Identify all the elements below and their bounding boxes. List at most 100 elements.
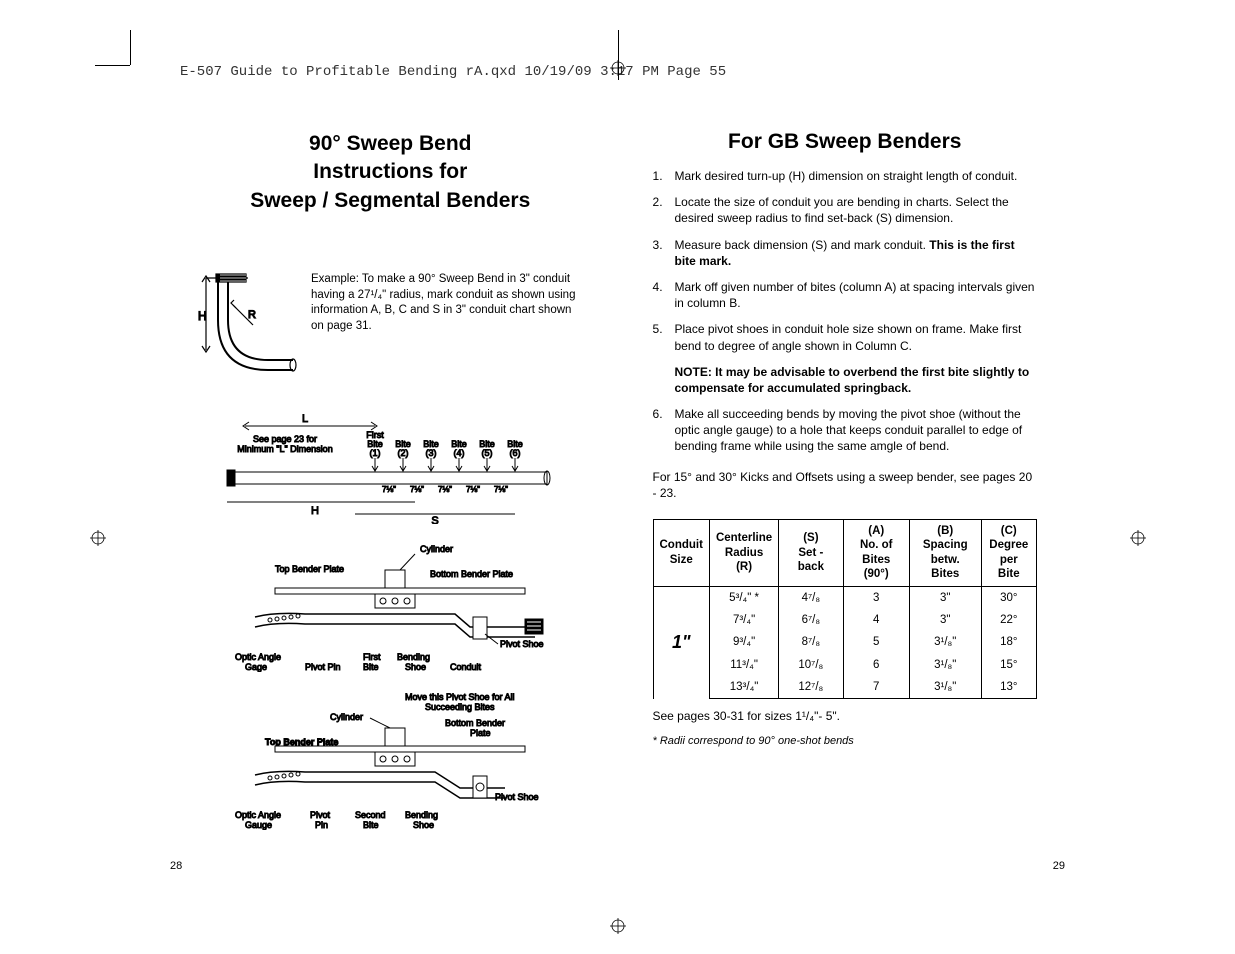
table-cell: 5³/₄" * — [709, 586, 778, 609]
page-number-right: 29 — [1053, 860, 1065, 872]
table-cell: 13° — [981, 676, 1036, 699]
svg-text:H: H — [198, 309, 207, 323]
page-right: For GB Sweep Benders Mark desired turn-u… — [618, 110, 1066, 880]
svg-text:See page 23 for: See page 23 for — [253, 434, 317, 444]
table-cell: 3" — [909, 609, 981, 631]
table-cell: 7 — [843, 676, 909, 699]
svg-text:7⅛": 7⅛" — [466, 485, 480, 494]
svg-text:First: First — [363, 652, 381, 662]
instruction-step: Make all succeeding bends by moving the … — [653, 406, 1038, 455]
table-cell: 3 — [843, 586, 909, 609]
svg-text:Succeeding Bites: Succeeding Bites — [425, 702, 495, 712]
sweep-bend-icon: H R — [198, 270, 303, 396]
table-cell: 3¹/₈" — [909, 676, 981, 699]
svg-text:(2): (2) — [398, 448, 409, 458]
svg-text:Pin: Pin — [315, 820, 328, 830]
registration-mark-icon — [610, 60, 626, 76]
svg-text:7⅛": 7⅛" — [494, 485, 508, 494]
svg-text:Gauge: Gauge — [245, 820, 272, 830]
svg-text:Gage: Gage — [245, 662, 267, 672]
table-cell: 18° — [981, 631, 1036, 653]
svg-text:Pivot: Pivot — [310, 810, 331, 820]
svg-text:Pivot Pin: Pivot Pin — [305, 662, 341, 672]
instruction-step: Mark desired turn-up (H) dimension on st… — [653, 168, 1038, 184]
svg-text:Bending: Bending — [405, 810, 438, 820]
svg-text:Cylinder: Cylinder — [420, 544, 453, 554]
table-cell: 10⁷/₈ — [779, 654, 843, 676]
registration-mark-icon — [610, 918, 626, 934]
svg-text:L: L — [302, 414, 308, 425]
bend-data-table: ConduitSize CenterlineRadius(R) (S)Set -… — [653, 519, 1038, 699]
instruction-step: Measure back dimension (S) and mark cond… — [653, 237, 1038, 269]
svg-text:Move this Pivot Shoe for All: Move this Pivot Shoe for All — [405, 692, 515, 702]
svg-text:Pivot Shoe: Pivot Shoe — [495, 792, 539, 802]
table-cell: 22° — [981, 609, 1036, 631]
table-cell: 11³/₄" — [709, 654, 778, 676]
svg-text:Second: Second — [355, 810, 386, 820]
svg-text:Cylinder: Cylinder — [330, 712, 363, 722]
svg-text:Optic Angle: Optic Angle — [235, 810, 281, 820]
page-spread: 90° Sweep Bend Instructions for Sweep / … — [170, 110, 1065, 880]
instruction-step: Place pivot shoes in conduit hole size s… — [653, 321, 1038, 353]
post-note: For 15° and 30° Kicks and Offsets using … — [653, 469, 1038, 501]
registration-mark-icon — [1130, 530, 1146, 546]
svg-text:Top Bender Plate: Top Bender Plate — [275, 564, 344, 574]
svg-text:R: R — [248, 309, 256, 321]
step-text: Measure back dimension (S) and mark cond… — [675, 238, 930, 252]
page-number-left: 28 — [170, 860, 182, 872]
svg-text:(6): (6) — [510, 448, 521, 458]
left-title: 90° Sweep Bend Instructions for Sweep / … — [198, 130, 583, 215]
table-cell: 5 — [843, 631, 909, 653]
table-cell: 30° — [981, 586, 1036, 609]
svg-text:(5): (5) — [482, 448, 493, 458]
svg-text:(3): (3) — [426, 448, 437, 458]
table-cell: 4 — [843, 609, 909, 631]
svg-text:Shoe: Shoe — [405, 662, 426, 672]
svg-text:Pivot Shoe: Pivot Shoe — [500, 639, 544, 649]
svg-text:Plate: Plate — [470, 728, 491, 738]
page-left: 90° Sweep Bend Instructions for Sweep / … — [170, 110, 618, 880]
svg-text:(4): (4) — [454, 448, 465, 458]
table-cell: 12⁷/₈ — [779, 676, 843, 699]
title-line: Instructions for — [313, 160, 467, 183]
table-cell: 7³/₄" — [709, 609, 778, 631]
table-row: 13³/₄"12⁷/₈73¹/₈"13° — [653, 676, 1037, 699]
conduit-size-cell: 1" — [653, 586, 709, 699]
table-header-row: ConduitSize CenterlineRadius(R) (S)Set -… — [653, 520, 1037, 587]
table-cell: 9³/₄" — [709, 631, 778, 653]
svg-text:S: S — [432, 515, 439, 524]
svg-text:7⅛": 7⅛" — [410, 485, 424, 494]
svg-text:Bite: Bite — [363, 820, 379, 830]
crop-mark — [95, 65, 130, 66]
table-cell: 3¹/₈" — [909, 654, 981, 676]
table-cell: 13³/₄" — [709, 676, 778, 699]
svg-text:H: H — [311, 505, 319, 517]
table-cell: 3" — [909, 586, 981, 609]
table-cell: 4⁷/₈ — [779, 586, 843, 609]
right-title: For GB Sweep Benders — [653, 130, 1038, 154]
col-radius: CenterlineRadius(R) — [709, 520, 778, 587]
note-text: NOTE: It may be advisable to overbend th… — [675, 364, 1038, 396]
svg-text:(1): (1) — [370, 448, 381, 458]
svg-text:Bottom Bender Plate: Bottom Bender Plate — [430, 569, 513, 579]
col-spacing: (B)Spacingbetw. Bites — [909, 520, 981, 587]
col-bites: (A)No. ofBites (90°) — [843, 520, 909, 587]
table-cell: 6 — [843, 654, 909, 676]
svg-text:Conduit: Conduit — [450, 662, 482, 672]
svg-text:Minimum "L" Dimension: Minimum "L" Dimension — [238, 444, 333, 454]
example-text: Example: To make a 90° Sweep Bend in 3" … — [311, 270, 583, 396]
bender-diagram-2: Move this Pivot Shoe for All Succeeding … — [198, 690, 583, 830]
footnote: * Radii correspond to 90° one-shot bends — [653, 735, 1038, 747]
title-line: Sweep / Segmental Benders — [250, 189, 530, 212]
registration-mark-icon — [90, 530, 106, 546]
table-row: 7³/₄"6⁷/₈43"22° — [653, 609, 1037, 631]
svg-text:7⅛": 7⅛" — [382, 485, 396, 494]
svg-text:Optic Angle: Optic Angle — [235, 652, 281, 662]
table-cell: 15° — [981, 654, 1036, 676]
instruction-step: Locate the size of conduit you are bendi… — [653, 194, 1038, 226]
table-cell: 3¹/₈" — [909, 631, 981, 653]
table-cell: 8⁷/₈ — [779, 631, 843, 653]
bite-marks-diagram: L See page 23 for Minimum "L" Dimension … — [198, 414, 583, 524]
instruction-step: Mark off given number of bites (column A… — [653, 279, 1038, 311]
svg-text:7⅛": 7⅛" — [438, 485, 452, 494]
